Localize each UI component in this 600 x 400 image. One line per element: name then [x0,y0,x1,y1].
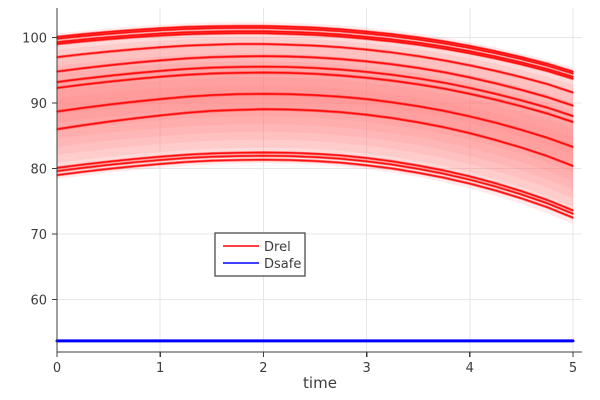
drel-line [56,54,574,106]
x-tick-label: 0 [53,361,61,376]
drel-line [56,44,574,94]
drel-line [56,28,574,75]
legend-label-dsafe: Dsafe [264,257,301,272]
drel-line [56,158,574,219]
drel-line [56,24,574,72]
drel-line [56,154,574,214]
drel-line [56,55,574,107]
band-layer [57,45,573,199]
drel-line [56,151,574,211]
drel-line [56,33,574,81]
drel-line [56,158,574,218]
y-tick-label: 60 [30,294,47,309]
x-tick-label: 1 [156,361,164,376]
series-lines [55,24,575,343]
band-layer [57,37,573,207]
drel-line [56,31,574,79]
drel-line [56,65,574,117]
x-axis-title: time [303,374,337,392]
drel-line [56,43,574,94]
drel-line [56,92,574,147]
y-tick-label: 80 [30,163,47,178]
tickmarks [52,36,574,357]
axis-spines [56,8,582,353]
drel-line [56,30,574,78]
drel-line [56,31,574,79]
drel-line [56,71,574,123]
drel-line [56,66,574,118]
drel-line [56,109,574,168]
drel-line [56,93,574,148]
drel-line [56,72,574,124]
x-tick-label: 5 [569,361,577,376]
legend-label-drel: Drel [264,240,291,255]
tick-labels: 0 1 2 3 4 5 60 70 80 90 100 [22,31,577,376]
drel-line [56,160,574,220]
drel-line [56,108,574,167]
y-tick-label: 100 [22,31,47,46]
band-layer [57,77,573,164]
drel-line [56,152,574,212]
band-layer [57,84,573,155]
drel-line [56,156,574,216]
band-layer [57,61,573,181]
x-tick-label: 3 [362,361,370,376]
legend[interactable]: Drel Dsafe [214,232,306,277]
drel-line [56,26,574,73]
x-tick-label: 2 [259,361,267,376]
drel-line [56,71,574,122]
band-layer [57,53,573,190]
drel-line [56,25,574,73]
drel-line [56,29,574,77]
drel-line [56,26,574,74]
drel-line [56,27,574,75]
band-layer [57,69,573,173]
legend-box[interactable] [214,232,306,277]
drel-line [56,107,574,166]
drel-line [56,151,574,212]
y-tick-label: 70 [30,228,47,243]
drel-line [56,32,574,80]
drel-line [56,155,574,215]
drel-uncertainty-band [57,22,573,225]
y-tick-label: 90 [30,97,47,112]
drel-line [56,56,574,108]
band-layer [57,29,573,216]
drel-line [56,94,574,149]
drel-line [56,65,574,116]
x-tick-label: 4 [466,361,474,376]
drel-line [56,42,574,93]
